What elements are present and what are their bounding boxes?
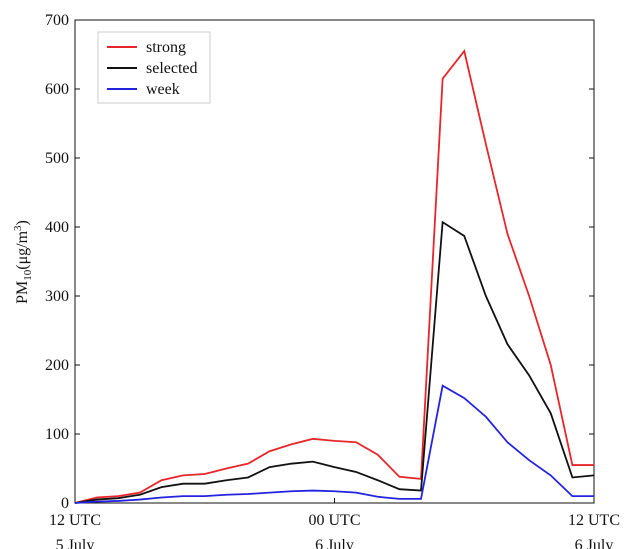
y-tick-label: 100 bbox=[45, 426, 69, 443]
y-tick-label: 700 bbox=[45, 12, 69, 29]
legend-label: week bbox=[146, 81, 180, 98]
line-series bbox=[74, 384, 594, 504]
line-series bbox=[74, 49, 594, 504]
y-tick-label: 500 bbox=[45, 150, 69, 167]
y-tick-label: 400 bbox=[45, 219, 69, 236]
y-tick-label: 600 bbox=[45, 81, 69, 98]
legend-label: strong bbox=[146, 39, 186, 56]
line-series bbox=[74, 220, 595, 504]
x-tick-label: 00 UTC 6 July bbox=[309, 512, 361, 549]
y-tick-label: 0 bbox=[61, 495, 69, 512]
y-tick-label: 300 bbox=[45, 288, 69, 305]
legend-label: selected bbox=[146, 60, 198, 77]
y-axis-label: PM10(μg/m3) bbox=[12, 220, 34, 304]
x-tick-label: 12 UTC 6 July bbox=[568, 512, 620, 549]
x-tick-label: 12 UTC 5 July bbox=[49, 512, 101, 549]
y-tick-label: 200 bbox=[45, 357, 69, 374]
